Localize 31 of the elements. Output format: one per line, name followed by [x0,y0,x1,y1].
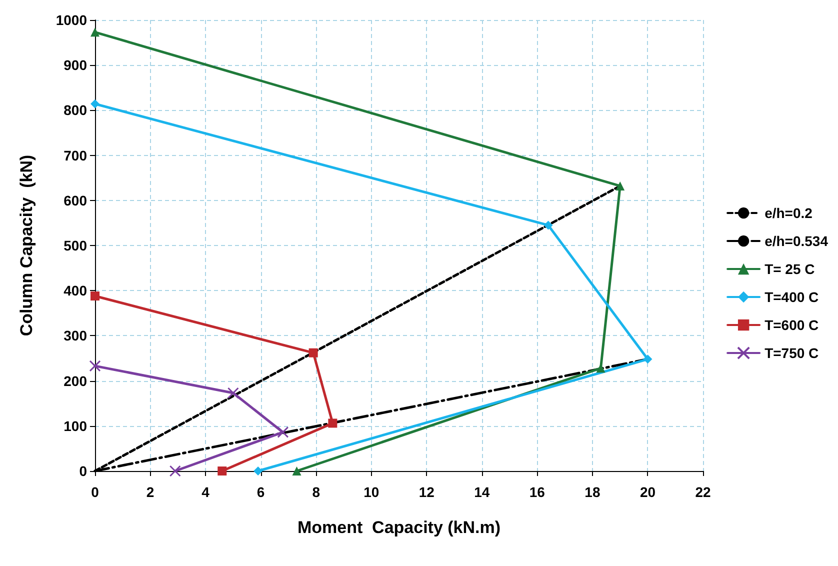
y-tick-label: 0 [79,463,88,479]
x-tick-label: 8 [312,484,320,500]
y-tick-label: 800 [64,102,88,118]
x-tick-label: 0 [91,484,100,500]
legend-label: T=750 C [764,345,819,361]
x-tick-label: 4 [202,484,210,500]
x-tick-label: 6 [256,484,265,500]
y-tick-label: 900 [64,57,88,74]
y-tick-label: 400 [64,282,88,299]
legend-label: T=400 C [764,289,819,305]
x-axis-title: Moment Capacity (kN.m) [297,518,501,537]
y-tick-label: 700 [64,147,88,164]
x-tick-label: 12 [418,484,435,500]
y-tick-label: 600 [64,192,88,208]
y-tick-label: 100 [64,418,88,434]
y-tick-label: 300 [64,328,88,344]
x-tick-label: 18 [584,484,600,500]
y-tick-label: 1000 [56,12,88,28]
x-tick-label: 16 [529,484,546,500]
x-tick-label: 14 [474,484,490,500]
x-tick-label: 22 [695,484,711,500]
legend-label: T= 25 C [764,261,815,277]
legend-label: T=600 C [764,317,819,333]
y-tick-label: 200 [64,372,88,389]
x-tick-label: 20 [640,484,656,500]
legend-label: e/h=0.534 [764,233,828,249]
x-tick-label: 2 [146,484,154,500]
y-axis-title: Column Capacity (kN) [17,154,36,336]
y-tick-label: 500 [64,238,88,254]
x-tick-label: 10 [364,484,380,500]
legend-label: e/h=0.2 [764,205,813,221]
